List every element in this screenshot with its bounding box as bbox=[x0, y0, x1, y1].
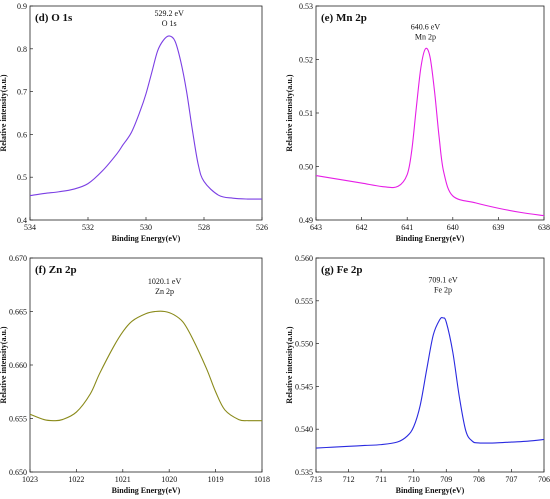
chart-panel-3: 1023 1022 1021 1020 1019 1018 0.650 0.655 0.660 0… bbox=[0, 254, 270, 495]
x-tick-label: 639 bbox=[492, 223, 504, 232]
y-tick-label: 0.665 bbox=[9, 308, 27, 317]
x-tick-label: 640 bbox=[447, 223, 459, 232]
x-tick-label: 1018 bbox=[254, 475, 270, 484]
x-tick-label: 528 bbox=[198, 223, 210, 232]
y-tick-label: 0.650 bbox=[9, 468, 27, 477]
y-tick-label: 0.550 bbox=[295, 340, 313, 349]
y-axis-title: Relative intensity(a.u.) bbox=[285, 74, 294, 151]
panel-label: (d) O 1s bbox=[35, 12, 73, 24]
x-tick-label: 712 bbox=[343, 475, 355, 484]
x-tick-label: 711 bbox=[375, 475, 387, 484]
y-tick-label: 0.50 bbox=[299, 163, 313, 172]
x-tick-label: 707 bbox=[505, 475, 517, 484]
y-tick-label: 0.670 bbox=[9, 254, 27, 263]
x-tick-label: 1022 bbox=[68, 475, 84, 484]
y-tick-label: 0.540 bbox=[295, 425, 313, 434]
peak-energy-label: 529.2 eV bbox=[155, 9, 185, 18]
x-tick-label: 532 bbox=[82, 223, 94, 232]
x-axis-title: Binding Energy(eV) bbox=[112, 234, 181, 243]
peak-energy-label: 709.1 eV bbox=[428, 276, 458, 285]
chart-panel-2: 643 642 641 640 639 638 0.49 0.50 0.51 0.52 0.53 Bi… bbox=[285, 2, 550, 243]
x-axis-title: Binding Energy(eV) bbox=[112, 486, 181, 495]
x-tick-label: 638 bbox=[538, 223, 550, 232]
spectrum-line bbox=[315, 47, 545, 217]
x-tick-label: 641 bbox=[401, 223, 413, 232]
chart-panel-1: 534 532 530 528 526 0.4 0.5 0.6 0.7 0.8 0.9 Binding… bbox=[0, 2, 268, 243]
y-tick-label: 0.655 bbox=[9, 415, 27, 424]
spectrum-line bbox=[29, 310, 263, 422]
peak-name-label: Mn 2p bbox=[415, 32, 436, 41]
x-tick-label: 706 bbox=[538, 475, 550, 484]
x-tick-label: 1021 bbox=[115, 475, 131, 484]
peak-name-label: Zn 2p bbox=[155, 287, 174, 296]
y-tick-label: 0.4 bbox=[17, 216, 27, 225]
x-axis-title: Binding Energy(eV) bbox=[396, 486, 465, 495]
y-tick-label: 0.49 bbox=[299, 216, 313, 225]
panel-label: (e) Mn 2p bbox=[321, 12, 367, 24]
x-tick-label: 709 bbox=[440, 475, 452, 484]
y-tick-label: 0.53 bbox=[299, 2, 313, 11]
panel-label: (g) Fe 2p bbox=[321, 264, 363, 276]
x-tick-label: 1020 bbox=[161, 475, 177, 484]
y-tick-label: 0.560 bbox=[295, 254, 313, 263]
peak-energy-label: 640.6 eV bbox=[411, 22, 441, 31]
y-tick-label: 0.660 bbox=[9, 361, 27, 370]
x-tick-label: 643 bbox=[310, 223, 322, 232]
plot-frame bbox=[29, 257, 263, 473]
y-axis-title: Relative intensity(a.u.) bbox=[0, 326, 8, 403]
panel-label: (f) Zn 2p bbox=[35, 264, 77, 276]
plot-frame bbox=[29, 5, 263, 221]
x-tick-label: 1019 bbox=[208, 475, 224, 484]
x-tick-label: 713 bbox=[310, 475, 322, 484]
y-tick-label: 0.9 bbox=[17, 2, 27, 11]
x-tick-label: 1023 bbox=[22, 475, 38, 484]
x-tick-label: 530 bbox=[140, 223, 152, 232]
spectrum-line bbox=[29, 35, 263, 200]
peak-name-label: Fe 2p bbox=[434, 286, 452, 295]
y-tick-label: 0.555 bbox=[295, 297, 313, 306]
x-tick-label: 526 bbox=[256, 223, 268, 232]
x-tick-label: 710 bbox=[408, 475, 420, 484]
y-tick-label: 0.7 bbox=[17, 88, 27, 97]
x-tick-label: 642 bbox=[356, 223, 368, 232]
peak-name-label: O 1s bbox=[162, 19, 177, 28]
x-tick-label: 708 bbox=[473, 475, 485, 484]
y-tick-label: 0.52 bbox=[299, 56, 313, 65]
y-tick-label: 0.535 bbox=[295, 468, 313, 477]
x-tick-label: 534 bbox=[24, 223, 36, 232]
x-axis-title: Binding Energy(eV) bbox=[396, 234, 465, 243]
y-tick-label: 0.5 bbox=[17, 173, 27, 182]
y-tick-label: 0.51 bbox=[299, 109, 313, 118]
y-tick-label: 0.6 bbox=[17, 130, 27, 139]
y-axis-title: Relative intensity(a.u.) bbox=[285, 326, 294, 403]
y-axis-title: Relative intensity(a.u.) bbox=[0, 74, 8, 151]
peak-energy-label: 1020.1 eV bbox=[148, 277, 182, 286]
y-tick-label: 0.8 bbox=[17, 45, 27, 54]
spectrum-line bbox=[315, 316, 545, 449]
plot-frame bbox=[315, 257, 545, 473]
chart-panel-4: 713 712 711 710 709 708 707 706 0.535 0.540 0.545 0… bbox=[285, 254, 550, 495]
y-tick-label: 0.545 bbox=[295, 382, 313, 391]
